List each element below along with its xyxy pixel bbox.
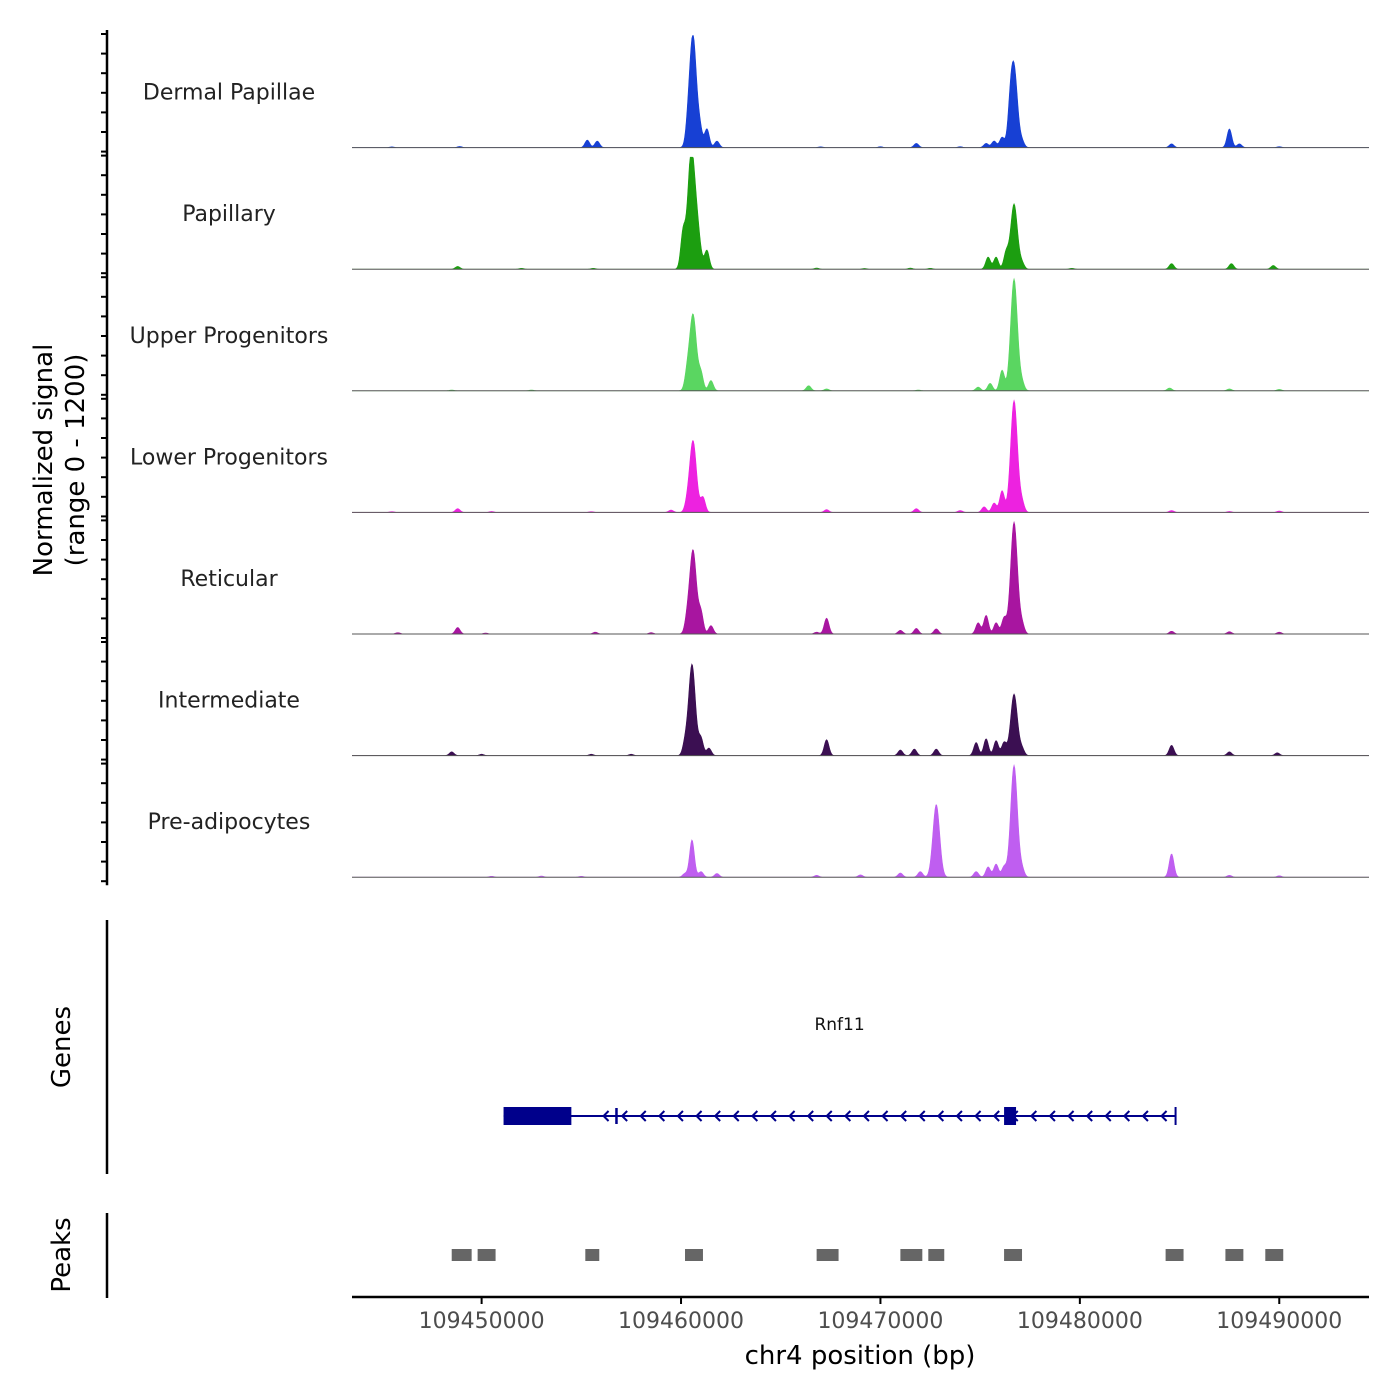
strand-arrow (1122, 1110, 1131, 1122)
strand-arrow (1029, 1110, 1038, 1122)
strand-arrow (862, 1110, 870, 1122)
x-tick-label: 109490000 (1216, 1309, 1342, 1334)
strand-arrow (657, 1110, 666, 1122)
coverage-tracks: Dermal Papillae Papillary Upper Progenitor… (130, 35, 1369, 878)
strand-arrow (806, 1110, 814, 1122)
gene-exon (1004, 1107, 1017, 1125)
gene-name-label: Rnf11 (814, 1015, 864, 1035)
strand-arrow (713, 1110, 721, 1122)
peak-region (585, 1249, 600, 1261)
peak-track (451, 1249, 1284, 1261)
strand-arrow (955, 1110, 963, 1122)
genes-panel-label: Genes (47, 1006, 77, 1088)
track-reticular: Reticular (180, 520, 1369, 635)
signal-y-axis (101, 30, 109, 886)
x-axis: 109450000 109460000 109470000 109480000 1094… (352, 1295, 1369, 1334)
track-papillary: Papillary (182, 156, 1369, 270)
strand-arrow (1104, 1110, 1112, 1122)
track-label: Lower Progenitors (130, 445, 328, 470)
signal-y-axis-title-line2: (range 0 - 1200) (61, 354, 91, 567)
gene-track: Rnf11 (503, 1015, 1177, 1125)
strand-arrow (1048, 1110, 1056, 1122)
x-tick-label: 109450000 (419, 1309, 545, 1334)
strand-arrow (1085, 1110, 1093, 1122)
strand-arrow (750, 1110, 759, 1122)
x-tick-label: 109460000 (618, 1309, 744, 1334)
coverage-area (352, 764, 1369, 878)
signal-y-axis-title-line1: Normalized signal (29, 344, 59, 577)
strand-arrow (769, 1110, 777, 1122)
strand-arrow (843, 1110, 852, 1122)
strand-arrow (732, 1110, 740, 1122)
coverage-area (352, 399, 1369, 513)
strand-arrow (1067, 1110, 1075, 1122)
strand-arrow (602, 1110, 610, 1122)
gene-exon (503, 1107, 572, 1125)
coverage-area (352, 35, 1369, 148)
track-label: Papillary (182, 202, 276, 227)
track-label: Reticular (180, 567, 278, 592)
track-pre-adipocytes: Pre-adipocytes (148, 764, 1369, 878)
strand-arrow (918, 1110, 926, 1122)
strand-arrow (620, 1110, 628, 1122)
peak-region (928, 1249, 945, 1261)
strand-arrow (639, 1110, 647, 1122)
strand-arrow (1141, 1110, 1149, 1122)
peaks-panel-label: Peaks (47, 1217, 77, 1292)
peak-region (477, 1249, 496, 1261)
peak-region (816, 1249, 839, 1261)
peak-region (685, 1249, 703, 1261)
strand-arrow (825, 1110, 833, 1122)
peak-region (451, 1249, 472, 1261)
track-label: Intermediate (158, 689, 300, 714)
strand-arrow (788, 1110, 796, 1122)
track-label: Pre-adipocytes (148, 810, 311, 835)
peak-region (1225, 1249, 1244, 1261)
gene-exon (615, 1108, 618, 1124)
peak-region (1004, 1249, 1023, 1261)
track-upper-progenitors: Upper Progenitors (130, 277, 1369, 392)
coverage-area (352, 520, 1369, 635)
peak-region (900, 1249, 923, 1261)
strand-arrow (676, 1110, 684, 1122)
track-intermediate: Intermediate (158, 663, 1369, 757)
strand-arrow (974, 1110, 982, 1122)
coverage-area (352, 156, 1369, 270)
x-tick-label: 109480000 (1017, 1309, 1143, 1334)
peak-region (1265, 1249, 1284, 1261)
coverage-area (352, 277, 1369, 392)
peak-region (1165, 1249, 1184, 1261)
coverage-area (352, 663, 1369, 756)
track-dermal-papillae: Dermal Papillae (143, 35, 1369, 149)
strand-arrow (695, 1110, 703, 1122)
strand-arrow (881, 1110, 889, 1122)
track-label: Upper Progenitors (130, 324, 329, 349)
x-tick-label: 109470000 (817, 1309, 943, 1334)
x-axis-title: chr4 position (bp) (745, 1341, 976, 1371)
strand-arrow (936, 1110, 945, 1122)
strand-arrow (992, 1110, 1000, 1122)
track-label: Dermal Papillae (143, 81, 315, 106)
track-lower-progenitors: Lower Progenitors (130, 399, 1369, 513)
strand-arrow (1160, 1110, 1168, 1122)
strand-arrow (899, 1110, 907, 1122)
